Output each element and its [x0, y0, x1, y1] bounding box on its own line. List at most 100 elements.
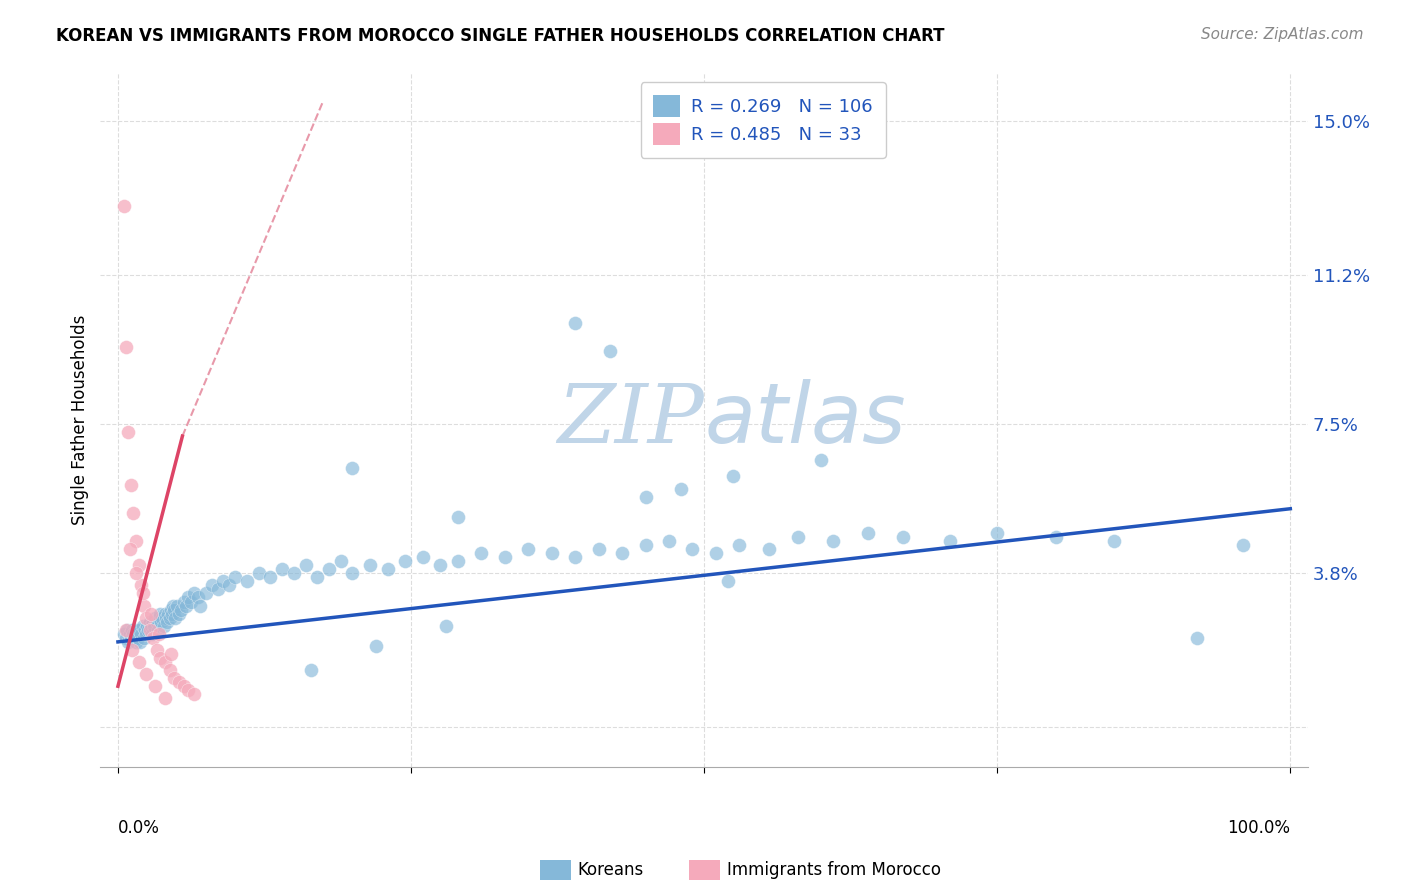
Point [377, 562, 399, 576]
Point [359, 558, 381, 573]
Point [135, 667, 157, 681]
Point [135, 627, 157, 641]
Point [136, 618, 159, 632]
Point [194, 586, 217, 600]
Point [128, 655, 150, 669]
Point [153, 607, 176, 621]
Point [121, 643, 143, 657]
Point [669, 482, 692, 496]
Point [1104, 534, 1126, 549]
Point [159, 602, 181, 616]
Point [157, 607, 180, 621]
Point [122, 627, 145, 641]
Point [132, 631, 155, 645]
Point [540, 546, 562, 560]
Point [247, 566, 270, 581]
Point [124, 534, 146, 549]
Point [787, 530, 810, 544]
Point [599, 344, 621, 359]
Point [117, 623, 139, 637]
Text: Koreans: Koreans [578, 861, 644, 879]
Point [165, 610, 187, 624]
Point [218, 578, 240, 592]
Point [681, 542, 703, 557]
Point [139, 618, 162, 632]
Point [155, 610, 177, 624]
Point [159, 610, 181, 624]
Point [183, 687, 205, 701]
Point [125, 627, 148, 641]
Point [120, 477, 142, 491]
Point [149, 651, 172, 665]
Point [118, 542, 141, 557]
Point [115, 631, 138, 645]
Point [307, 570, 329, 584]
Point [138, 623, 160, 637]
Point [163, 602, 186, 616]
Point [173, 594, 195, 608]
Point [564, 316, 586, 330]
Point [1045, 530, 1067, 544]
Point [1185, 631, 1208, 645]
Point [188, 599, 211, 613]
Point [394, 554, 416, 568]
Point [470, 546, 492, 560]
Point [138, 623, 160, 637]
Point [201, 578, 224, 592]
Point [212, 574, 235, 589]
Point [207, 582, 229, 597]
Point [129, 635, 152, 649]
Point [127, 631, 149, 645]
Point [986, 525, 1008, 540]
Point [858, 525, 880, 540]
Legend: R = 0.269   N = 106, R = 0.485   N = 33: R = 0.269 N = 106, R = 0.485 N = 33 [641, 82, 886, 158]
Point [153, 655, 176, 669]
Point [163, 671, 186, 685]
Point [162, 599, 184, 613]
Point [810, 453, 832, 467]
Point [152, 610, 174, 624]
Text: 0.0%: 0.0% [118, 820, 160, 838]
Point [142, 631, 165, 645]
Point [634, 490, 657, 504]
Point [823, 534, 845, 549]
Point [156, 615, 179, 629]
Point [588, 542, 610, 557]
Point [564, 550, 586, 565]
Point [112, 627, 135, 641]
Point [167, 607, 190, 621]
Point [893, 530, 915, 544]
Text: ZIP: ZIP [557, 380, 704, 460]
Point [115, 340, 138, 354]
Point [447, 509, 470, 524]
Point [142, 615, 165, 629]
Point [224, 570, 246, 584]
Point [131, 578, 153, 592]
Point [329, 554, 352, 568]
Point [112, 199, 135, 213]
Point [429, 558, 451, 573]
Text: 100.0%: 100.0% [1227, 820, 1291, 838]
Point [152, 618, 174, 632]
Point [159, 663, 181, 677]
Point [723, 469, 745, 483]
Text: Source: ZipAtlas.com: Source: ZipAtlas.com [1201, 27, 1364, 42]
Point [167, 675, 190, 690]
Point [148, 610, 170, 624]
Point [634, 538, 657, 552]
Point [131, 586, 153, 600]
Point [145, 643, 167, 657]
Point [159, 647, 181, 661]
Point [517, 542, 540, 557]
Point [716, 574, 738, 589]
Point [447, 554, 470, 568]
Point [124, 566, 146, 581]
Point [294, 558, 316, 573]
Text: Immigrants from Morocco: Immigrants from Morocco [727, 861, 941, 879]
Point [115, 623, 138, 637]
Point [177, 591, 200, 605]
Point [704, 546, 727, 560]
Point [318, 562, 340, 576]
Point [658, 534, 681, 549]
Point [135, 610, 157, 624]
